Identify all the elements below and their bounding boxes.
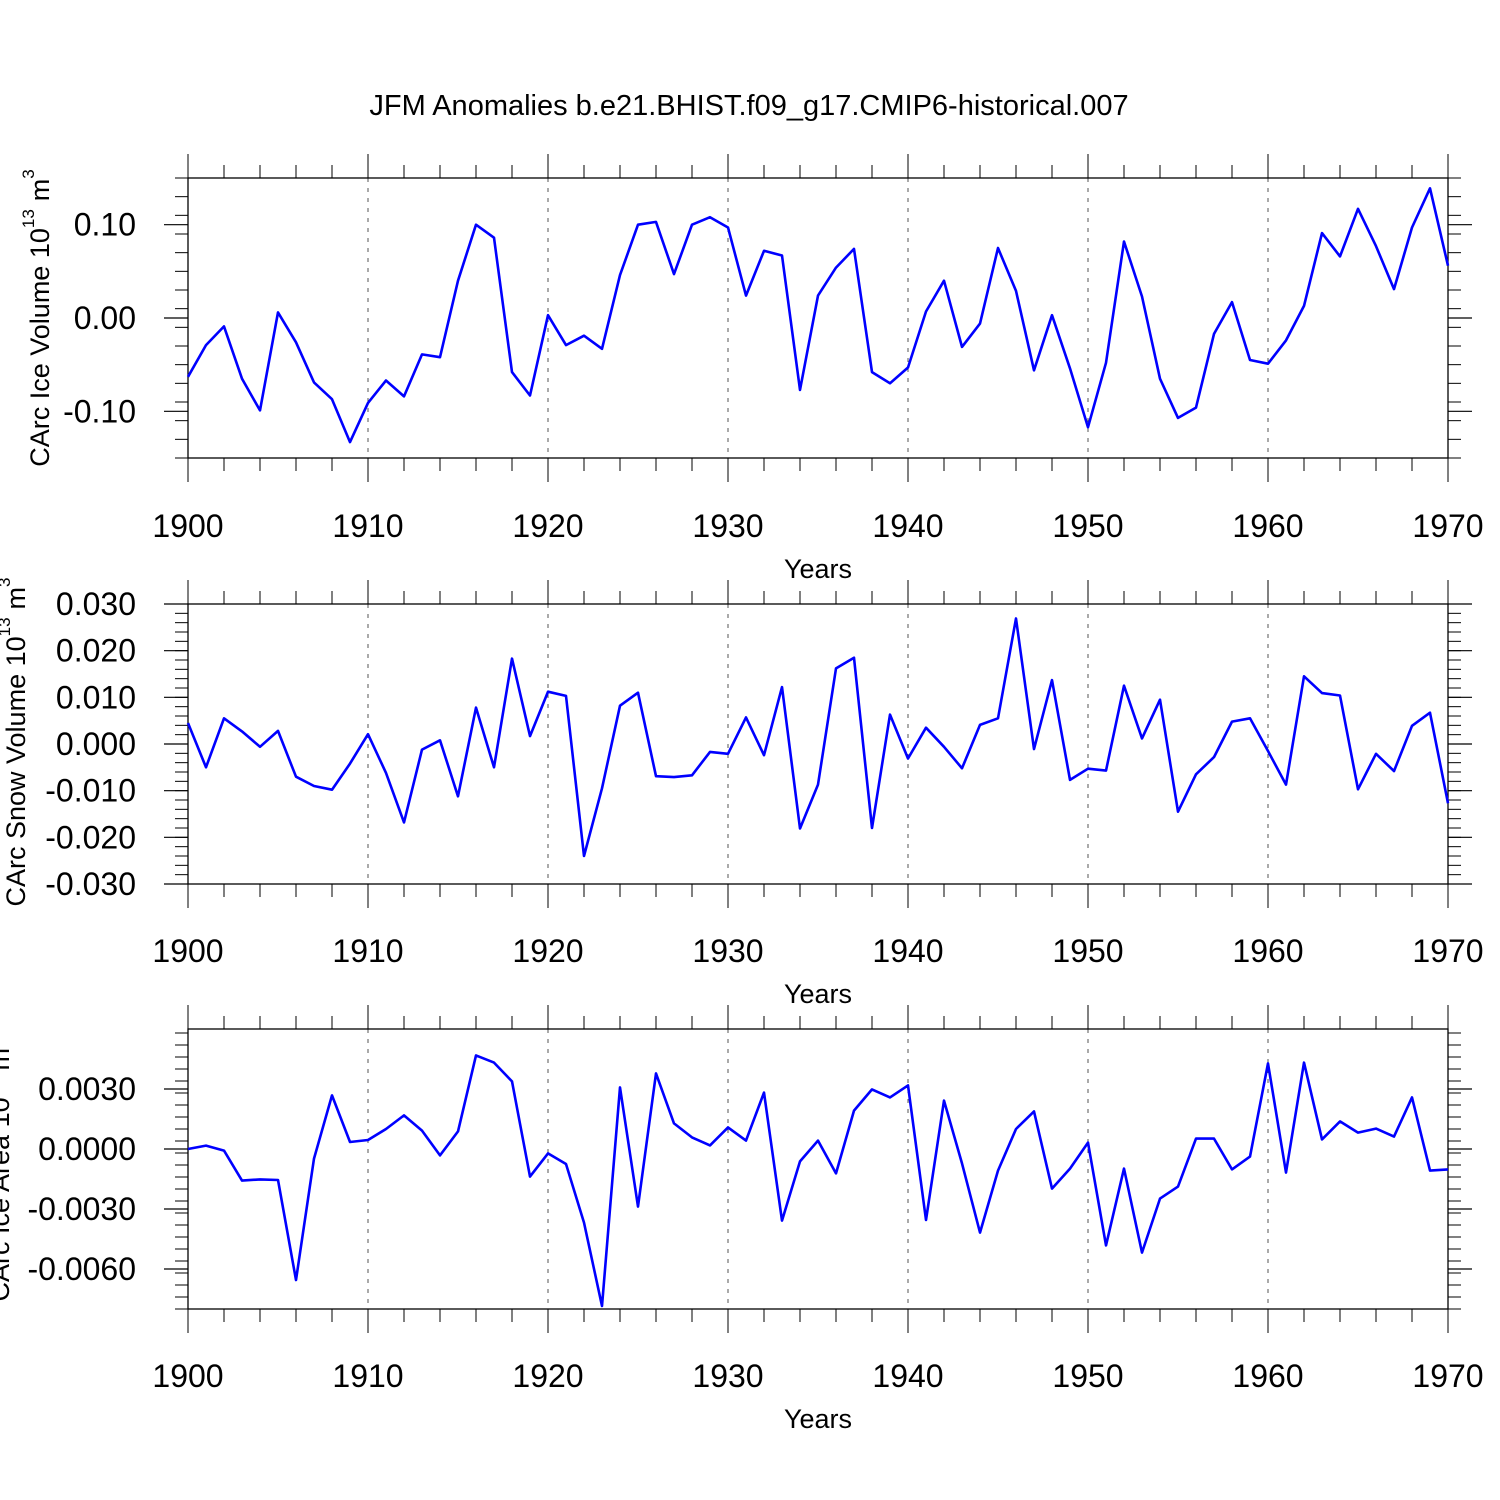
plot-frame: [187, 177, 1449, 459]
y-tick-label: 0.00: [74, 300, 136, 336]
plot-frame: [187, 1028, 1449, 1310]
y-tick-label: 0.0030: [38, 1071, 136, 1107]
axis-ticks: [164, 154, 1472, 482]
panel-snow-volume: -0.030 -0.020 -0.010 0.000 0.010 0.020 0.030 1…: [0, 577, 1484, 1009]
x-tick-label: 1960: [1232, 933, 1303, 969]
x-tick-label: 1930: [692, 508, 763, 544]
x-tick-label: 1900: [152, 508, 223, 544]
y-tick-label: 0.020: [56, 633, 136, 669]
x-tick-label: 1940: [872, 508, 943, 544]
axis-ticks: [164, 580, 1472, 908]
y-tick-labels: -0.10 0.00 0.10: [63, 207, 136, 430]
vertical-grid: [367, 1029, 1269, 1309]
x-tick-label: 1920: [512, 1358, 583, 1394]
y-axis-label: CArc Ice Area 1013m2: [0, 1039, 15, 1302]
x-tick-label: 1920: [512, 933, 583, 969]
x-axis-label: Years: [784, 979, 852, 1009]
y-tick-label: -0.020: [45, 819, 136, 855]
series-line: [186, 617, 1450, 858]
plot-frame: [187, 603, 1449, 885]
x-tick-label: 1940: [872, 933, 943, 969]
series-line: [187, 1054, 1449, 1308]
y-tick-label: -0.0030: [27, 1191, 136, 1227]
x-tick-labels: 1900 1910 1920 1930 1940 1950 1960 1970: [152, 508, 1483, 544]
figure-title: JFM Anomalies b.e21.BHIST.f09_g17.CMIP6-…: [369, 90, 1128, 122]
series-line-group: [187, 1054, 1449, 1308]
series-line-group: [186, 617, 1450, 858]
y-tick-labels: -0.0060 -0.0030 0.0000 0.0030: [27, 1071, 136, 1287]
series-line: [186, 187, 1450, 444]
x-tick-label: 1970: [1412, 508, 1483, 544]
panel-ice-volume: -0.100.000.10 1900 1910 1920 1930 1940 1950 19…: [19, 154, 1484, 584]
y-tick-label: 0.0000: [38, 1131, 136, 1167]
x-tick-label: 1930: [692, 933, 763, 969]
y-tick-label: -0.030: [45, 866, 136, 902]
x-tick-label: 1950: [1052, 508, 1123, 544]
x-axis-label: Years: [784, 554, 852, 584]
y-tick-label: 0.010: [56, 679, 136, 715]
x-tick-label: 1950: [1052, 1358, 1123, 1394]
y-tick-labels: -0.030 -0.020 -0.010 0.000 0.010 0.020 0.030: [45, 586, 136, 902]
y-tick-label: -0.0060: [27, 1251, 136, 1287]
x-tick-label: 1960: [1232, 1358, 1303, 1394]
x-tick-label: 1950: [1052, 933, 1123, 969]
series-line-group: [186, 187, 1450, 444]
x-tick-label: 1930: [692, 1358, 763, 1394]
axis-ticks: [164, 1005, 1472, 1333]
y-axis-label: CArc Ice Volume 1013m3: [19, 169, 55, 467]
x-axis-label: Years: [784, 1404, 852, 1434]
y-tick-label: 0.10: [74, 207, 136, 243]
x-tick-labels: 1900 1910 1920 1930 1940 1950 1960 1970: [152, 933, 1483, 969]
y-axis-label: CArc Snow Volume 1013m3: [0, 577, 31, 906]
x-tick-label: 1940: [872, 1358, 943, 1394]
y-tick-label: -0.010: [45, 773, 136, 809]
x-tick-label: 1900: [152, 1358, 223, 1394]
x-tick-label: 1960: [1232, 508, 1303, 544]
x-tick-label: 1970: [1412, 933, 1483, 969]
x-tick-label: 1920: [512, 508, 583, 544]
x-tick-label: 1910: [332, 508, 403, 544]
vertical-grid: [367, 604, 1269, 884]
x-tick-label: 1910: [332, 933, 403, 969]
x-tick-label: 1970: [1412, 1358, 1483, 1394]
x-tick-label: 1910: [332, 1358, 403, 1394]
x-tick-labels: 1900 1910 1920 1930 1940 1950 1960 1970: [152, 1358, 1483, 1394]
y-tick-label: 0.000: [56, 726, 136, 762]
y-tick-label: 0.030: [56, 586, 136, 622]
y-tick-label: -0.10: [63, 393, 136, 429]
x-tick-label: 1900: [152, 933, 223, 969]
